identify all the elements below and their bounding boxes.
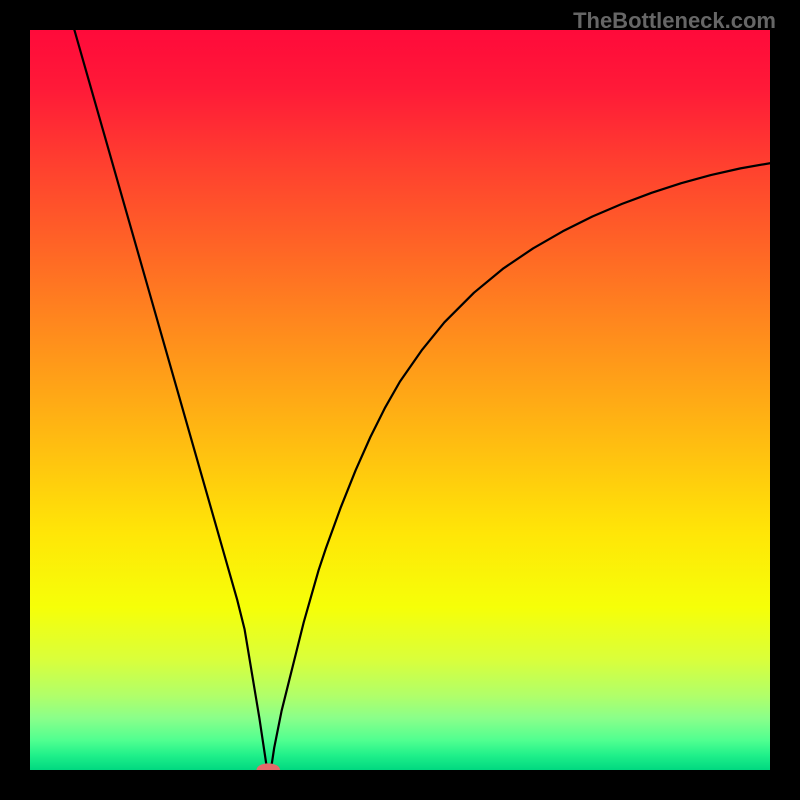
watermark-text: TheBottleneck.com bbox=[573, 8, 776, 34]
chart-plot-area bbox=[30, 30, 770, 770]
chart-background bbox=[30, 30, 770, 770]
chart-svg bbox=[30, 30, 770, 770]
